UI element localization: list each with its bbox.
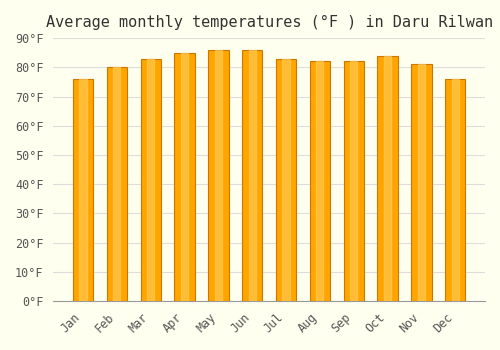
Bar (282, 58, 290, 301)
Bar (140, 58, 161, 301)
Bar (384, 56, 391, 301)
Bar (242, 50, 262, 301)
Bar (350, 62, 358, 301)
Bar (181, 53, 188, 301)
Bar (174, 53, 195, 301)
Bar (80, 79, 86, 301)
Bar (316, 62, 324, 301)
Bar (411, 64, 432, 301)
Bar (418, 64, 425, 301)
Bar (378, 56, 398, 301)
Bar (215, 50, 222, 301)
Bar (445, 79, 466, 301)
Bar (276, 58, 296, 301)
Bar (310, 62, 330, 301)
Bar (452, 79, 459, 301)
Bar (106, 67, 127, 301)
Title: Average monthly temperatures (°F ) in Daru Rilwan: Average monthly temperatures (°F ) in Da… (46, 15, 492, 30)
Bar (114, 67, 120, 301)
Bar (248, 50, 256, 301)
Bar (344, 62, 364, 301)
Bar (73, 79, 93, 301)
Bar (147, 58, 154, 301)
Bar (208, 50, 229, 301)
